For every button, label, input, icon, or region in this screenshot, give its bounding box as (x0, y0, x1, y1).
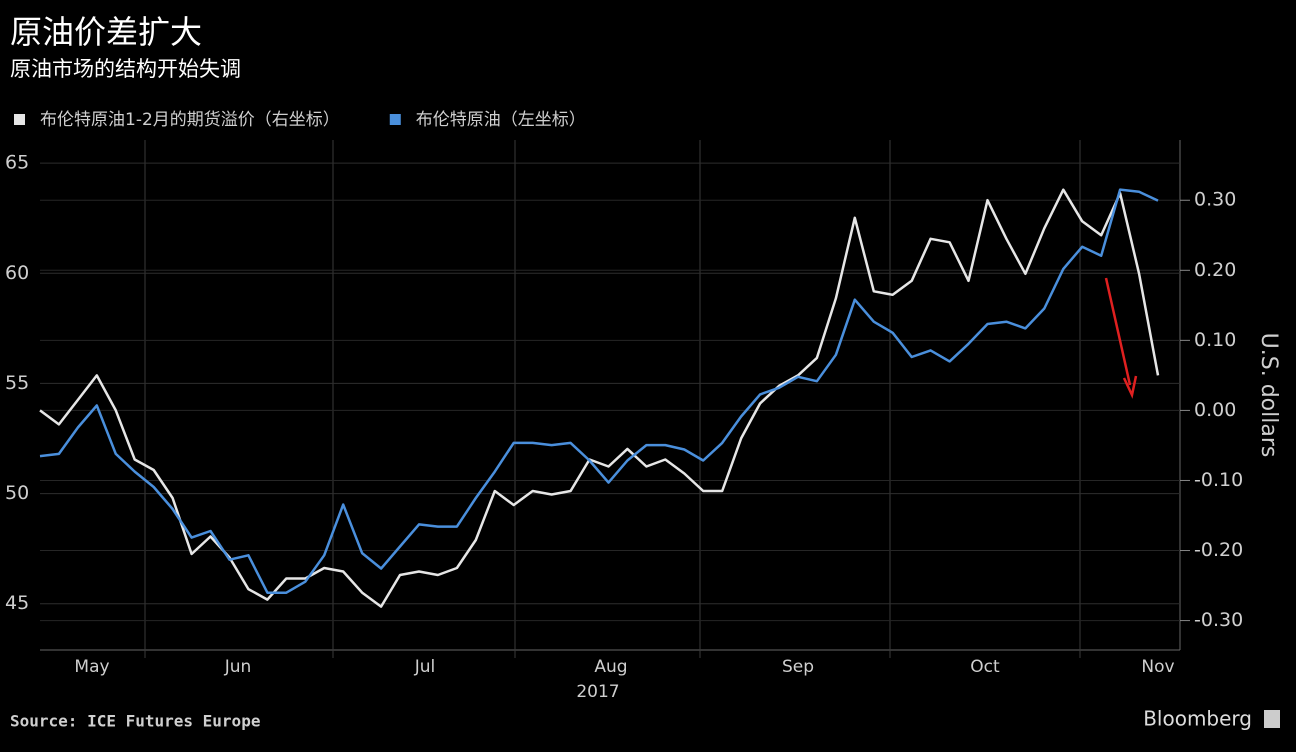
x-tick-label: Oct (970, 657, 1000, 677)
y2-tick-label: -0.30 (1194, 609, 1243, 631)
x-tick-label: Nov (1141, 657, 1174, 677)
y2-tick-label: -0.10 (1194, 469, 1243, 491)
x-tick-label: Jun (224, 657, 252, 677)
x-tick-label: Jul (414, 657, 436, 677)
source: Source: ICE Futures Europe (10, 712, 260, 731)
x-tick-label: May (74, 657, 109, 677)
y2-tick-label: -0.20 (1194, 539, 1243, 561)
y-tick-label: 55 (5, 372, 29, 394)
x-tick-label: Sep (782, 657, 814, 677)
y-tick-label: 45 (5, 592, 29, 614)
legend-label: 布伦特原油1-2月的期货溢价（右坐标） (40, 110, 340, 130)
chart-subtitle: 原油市场的结构开始失调 (10, 57, 241, 81)
legend-marker (389, 114, 401, 125)
brand: Bloomberg (1143, 707, 1252, 731)
x-sublabel: 2017 (576, 682, 619, 702)
legend-label: 布伦特原油（左坐标） (416, 110, 586, 130)
chart-title: 原油价差扩大 (10, 13, 202, 51)
y2-tick-label: 0.10 (1194, 329, 1236, 351)
y2-tick-label: 0.20 (1194, 259, 1236, 281)
annotation-arrowhead (1122, 375, 1138, 399)
y2-tick-label: 0.30 (1194, 189, 1236, 211)
y-tick-label: 60 (5, 262, 29, 284)
brand-icon (1264, 710, 1280, 728)
legend-marker (14, 114, 25, 125)
annotation-arrow (1104, 277, 1132, 386)
y-tick-label: 50 (5, 482, 29, 504)
y2-axis-label: U.S. dollars (1256, 333, 1281, 458)
y2-tick-label: 0.00 (1194, 399, 1236, 421)
data-line (39, 188, 1159, 594)
y-tick-label: 65 (5, 152, 29, 174)
x-tick-label: Aug (594, 657, 627, 677)
